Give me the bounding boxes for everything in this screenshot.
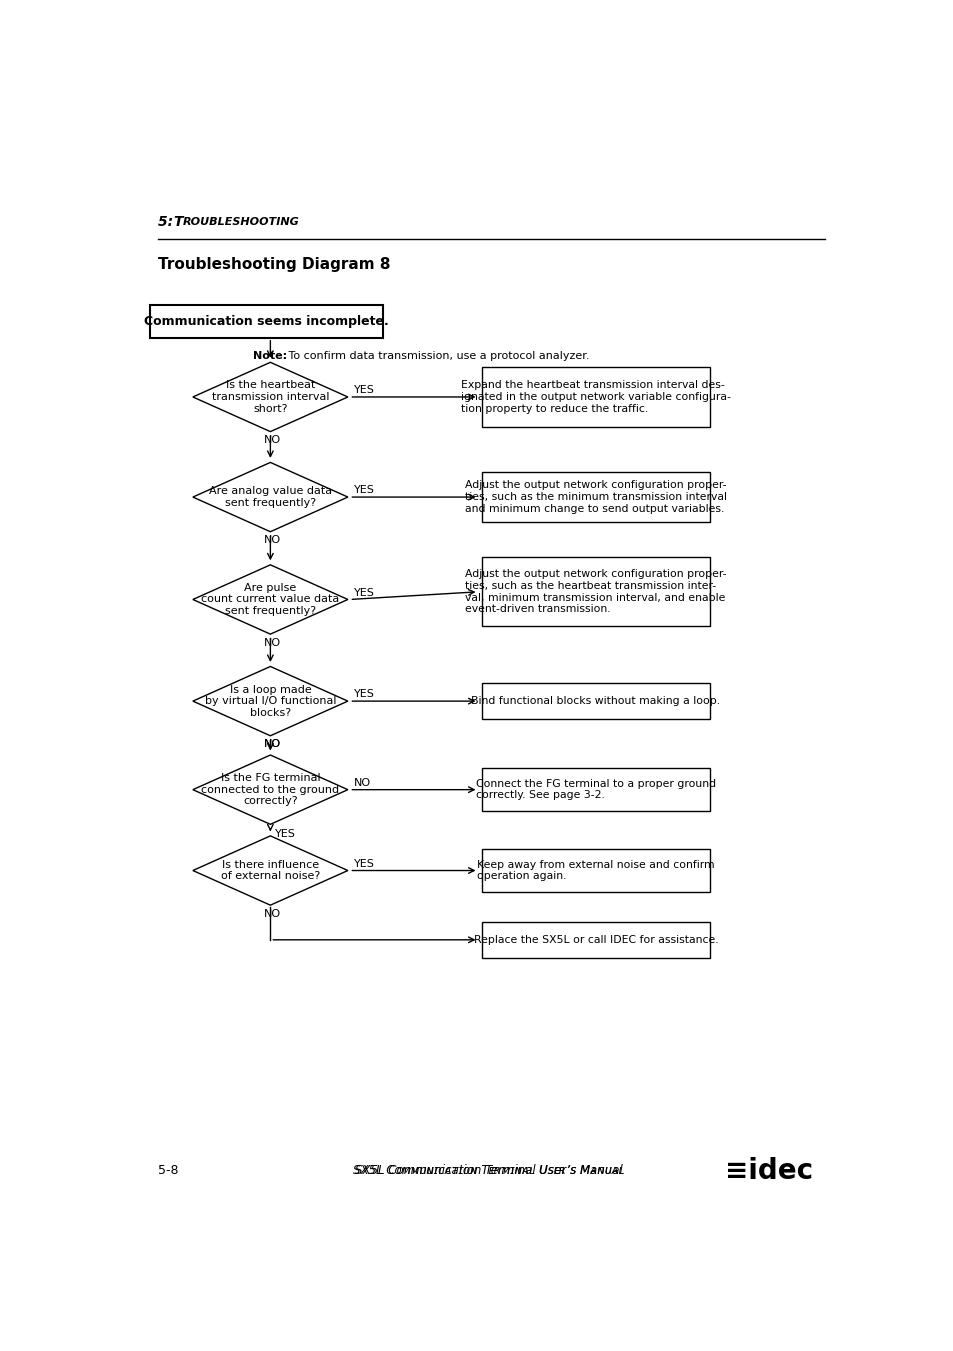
Bar	[481, 367, 709, 427]
Bar	[481, 923, 709, 958]
Text: Note:: Note:	[253, 351, 286, 361]
Text: SX5L Communication Terminal User’s Manual: SX5L Communication Terminal User’s Manua…	[355, 1165, 622, 1177]
Text: NO: NO	[264, 739, 281, 750]
Text: NO: NO	[264, 535, 281, 546]
Text: 5-8: 5-8	[158, 1165, 178, 1177]
Text: YES: YES	[354, 689, 375, 700]
Polygon shape	[193, 362, 348, 431]
Text: Is a loop made
by virtual I/O functional
blocks?: Is a loop made by virtual I/O functional…	[204, 685, 335, 717]
Text: 5:: 5:	[158, 215, 178, 230]
Text: ROUBLESHOOTING: ROUBLESHOOTING	[183, 218, 299, 227]
Bar	[481, 684, 709, 719]
Text: Expand the heartbeat transmission interval des-
ignated in the output network va: Expand the heartbeat transmission interv…	[460, 381, 730, 413]
Bar	[481, 471, 709, 521]
Text: SX5L Cᴏᴍᴍᴜɴɪᴄᴀᴛɪᴏɴ Tᴇʀᴍɪɴᴀʟ Uѕᴇʀ’ѕ Mᴀɴᴜᴀʟ: SX5L Cᴏᴍᴍᴜɴɪᴄᴀᴛɪᴏɴ Tᴇʀᴍɪɴᴀʟ Uѕᴇʀ’ѕ Mᴀɴᴜᴀ…	[353, 1165, 624, 1177]
Text: NO: NO	[264, 638, 281, 647]
Text: NO: NO	[264, 739, 281, 750]
Text: Is the FG terminal
connected to the ground
correctly?: Is the FG terminal connected to the grou…	[201, 773, 339, 807]
Text: NO: NO	[264, 435, 281, 444]
Text: YES: YES	[354, 485, 375, 494]
Text: Are analog value data
sent frequently?: Are analog value data sent frequently?	[209, 486, 332, 508]
Text: ≡idec: ≡idec	[724, 1156, 812, 1185]
Text: YES: YES	[354, 859, 375, 869]
Bar	[481, 557, 709, 627]
Bar	[481, 850, 709, 892]
Text: YES: YES	[354, 385, 375, 394]
Text: YES: YES	[274, 830, 295, 839]
Polygon shape	[193, 666, 348, 736]
Text: T: T	[173, 215, 183, 230]
Text: Bind functional blocks without making a loop.: Bind functional blocks without making a …	[471, 696, 720, 707]
Bar	[481, 769, 709, 811]
Text: Replace the SX5L or call IDEC for assistance.: Replace the SX5L or call IDEC for assist…	[473, 935, 718, 944]
Text: Are pulse
count current value data
sent frequently?: Are pulse count current value data sent …	[201, 582, 339, 616]
Text: Troubleshooting Diagram 8: Troubleshooting Diagram 8	[158, 257, 390, 272]
Polygon shape	[193, 836, 348, 905]
Bar	[150, 305, 382, 338]
Text: Adjust the output network configuration proper-
ties, such as the heartbeat tran: Adjust the output network configuration …	[465, 569, 726, 615]
Text: YES: YES	[354, 588, 375, 597]
Polygon shape	[193, 755, 348, 824]
Text: Adjust the output network configuration proper-
ties, such as the minimum transm: Adjust the output network configuration …	[464, 481, 726, 513]
Polygon shape	[193, 462, 348, 532]
Text: Is there influence
of external noise?: Is there influence of external noise?	[220, 859, 319, 881]
Text: Keep away from external noise and confirm
operation again.: Keep away from external noise and confir…	[476, 859, 714, 881]
Text: Communication seems incomplete.: Communication seems incomplete.	[144, 315, 389, 328]
Polygon shape	[193, 565, 348, 634]
Text: To confirm data transmission, use a protocol analyzer.: To confirm data transmission, use a prot…	[285, 351, 589, 361]
Text: Is the heartbeat
transmission interval
short?: Is the heartbeat transmission interval s…	[212, 381, 329, 413]
Text: NO: NO	[264, 909, 281, 919]
Text: NO: NO	[354, 778, 371, 788]
Text: Connect the FG terminal to a proper ground
correctly. See page 3-2.: Connect the FG terminal to a proper grou…	[476, 780, 715, 801]
